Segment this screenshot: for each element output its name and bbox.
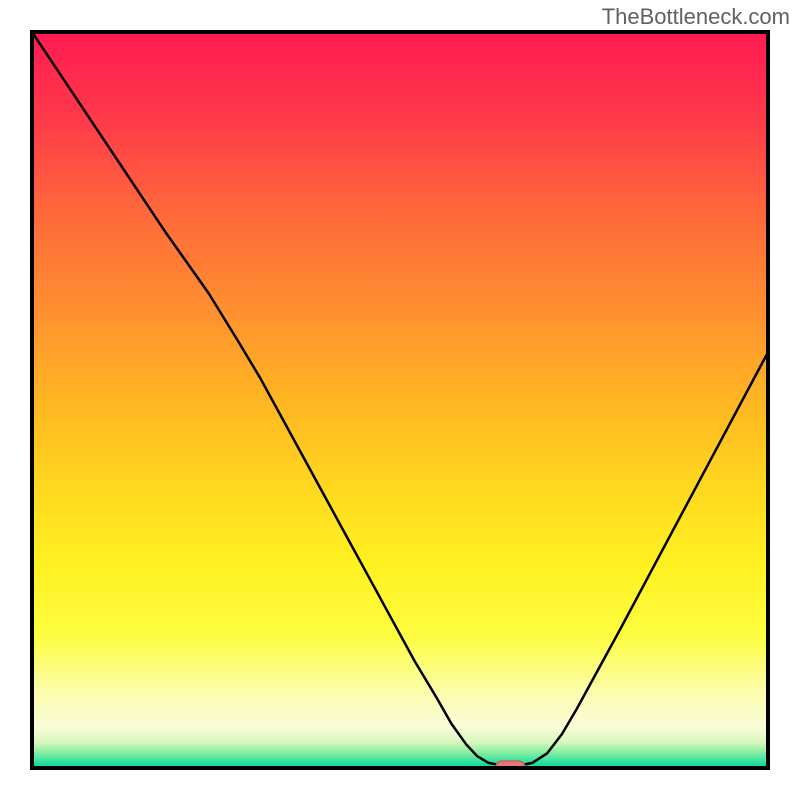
bottleneck-chart — [0, 0, 800, 800]
watermark-text: TheBottleneck.com — [602, 4, 790, 30]
chart-container: TheBottleneck.com — [0, 0, 800, 800]
plot-background — [32, 32, 768, 768]
